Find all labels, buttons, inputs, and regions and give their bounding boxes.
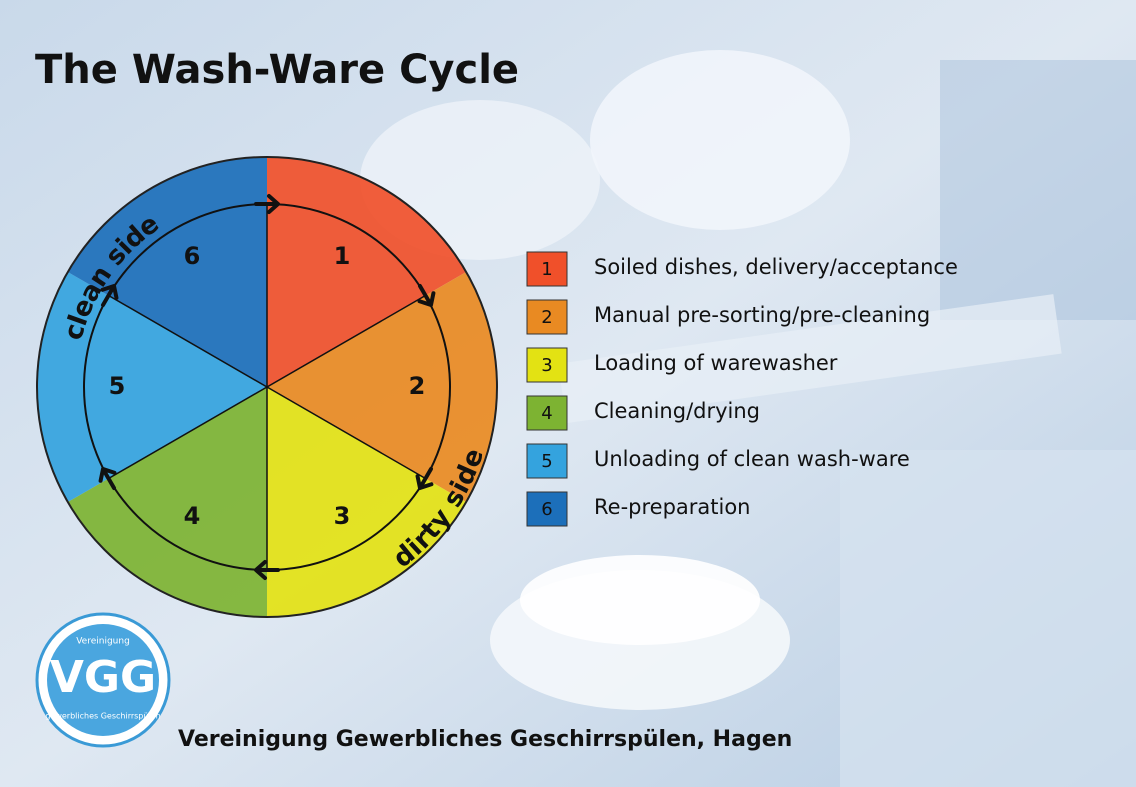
cycle-arrow <box>98 466 117 491</box>
cycle-arrow <box>417 283 436 308</box>
logo: Vereinigung VGG gewerbliches Geschirrspü… <box>35 612 171 748</box>
cycle-wheel: 1 2 3 4 5 6 <box>36 156 498 618</box>
legend-swatch <box>526 251 568 287</box>
cycle-sector <box>67 157 268 387</box>
legend-swatch <box>526 395 568 431</box>
sector-number: 2 <box>409 372 426 400</box>
sector-divider <box>266 294 426 388</box>
legend-label: Unloading of clean wash-ware <box>594 447 910 471</box>
cycle-sector <box>37 272 267 502</box>
legend-swatch <box>526 491 568 527</box>
legend-number: 5 <box>541 451 552 472</box>
cycle-arrow <box>254 560 280 580</box>
legend-number: 2 <box>541 307 552 328</box>
cycle-arrow <box>100 283 119 308</box>
sector-number: 3 <box>334 502 351 530</box>
legend-label: Loading of warewasher <box>594 351 838 375</box>
sector-number: 6 <box>184 242 201 270</box>
sector-divider <box>108 386 268 480</box>
legend-number: 3 <box>541 355 552 376</box>
sector-number: 4 <box>184 502 201 530</box>
sector-divider <box>108 294 268 388</box>
sector-number: 5 <box>109 372 126 400</box>
cycle-arrow <box>254 194 280 214</box>
sector-number: 1 <box>334 242 351 270</box>
legend-label: Manual pre-sorting/pre-cleaning <box>594 303 930 327</box>
logo-bottom: gewerbliches Geschirrspülen <box>45 712 160 721</box>
logo-main: VGG <box>50 652 156 703</box>
logo-top: Vereinigung <box>76 637 130 647</box>
legend-swatch <box>526 443 568 479</box>
legend-swatch <box>526 347 568 383</box>
legend-label: Soiled dishes, delivery/acceptance <box>594 255 958 279</box>
legend-label: Cleaning/drying <box>594 399 760 423</box>
cycle-sector <box>267 272 497 502</box>
cycle-arrow <box>415 466 434 491</box>
legend-number: 1 <box>541 259 552 280</box>
outer-border <box>36 156 498 618</box>
legend-number: 6 <box>541 499 552 520</box>
cycle-sector <box>67 387 268 617</box>
cycle-sector <box>267 157 467 387</box>
sector-divider <box>266 386 426 480</box>
legend-swatch <box>526 299 568 335</box>
legend: 1 Soiled dishes, delivery/acceptance 2 Manu… <box>526 251 958 527</box>
legend-label: Re-preparation <box>594 495 751 519</box>
footer: Vereinigung Gewerbliches Geschirrspülen,… <box>178 727 792 752</box>
legend-number: 4 <box>541 403 552 424</box>
cycle-sector <box>267 387 467 617</box>
title: The Wash-Ware Cycle <box>35 47 519 93</box>
